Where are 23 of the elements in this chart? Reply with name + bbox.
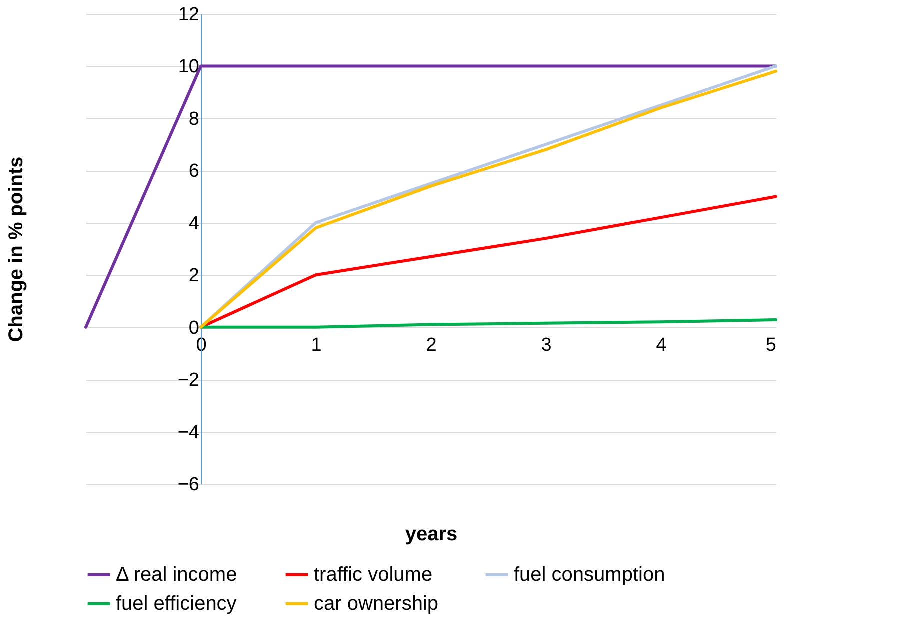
line-series — [200, 318, 778, 329]
x-axis-title: years — [405, 524, 458, 546]
y-tick-label: 10 — [178, 56, 200, 78]
x-tick-label: 1 — [311, 334, 322, 356]
x-tick-label: 2 — [426, 334, 437, 356]
legend-label: Δ real income — [116, 564, 238, 586]
legend-label: fuel efficiency — [116, 593, 237, 615]
y-tick-label: 8 — [188, 108, 200, 130]
y-tick-label: 2 — [188, 266, 200, 287]
y-tick-label: −6 — [178, 474, 200, 496]
x-tick-label: 3 — [541, 334, 552, 356]
y-tick-label: 6 — [188, 161, 200, 182]
y-tick-label: 0 — [188, 318, 200, 339]
y-tick-label: −4 — [178, 422, 200, 444]
legend-label: fuel consumption — [514, 564, 666, 586]
y-tick-label: 4 — [188, 213, 200, 234]
legend-label: car ownership — [314, 593, 439, 615]
x-tick-label: 5 — [766, 334, 776, 356]
y-axis-title: Change in % points — [6, 156, 28, 342]
y-tick-label: 12 — [178, 4, 200, 26]
x-tick-label: 4 — [656, 334, 668, 356]
legend-label: traffic volume — [314, 564, 433, 586]
y-tick-label: −2 — [178, 370, 200, 392]
